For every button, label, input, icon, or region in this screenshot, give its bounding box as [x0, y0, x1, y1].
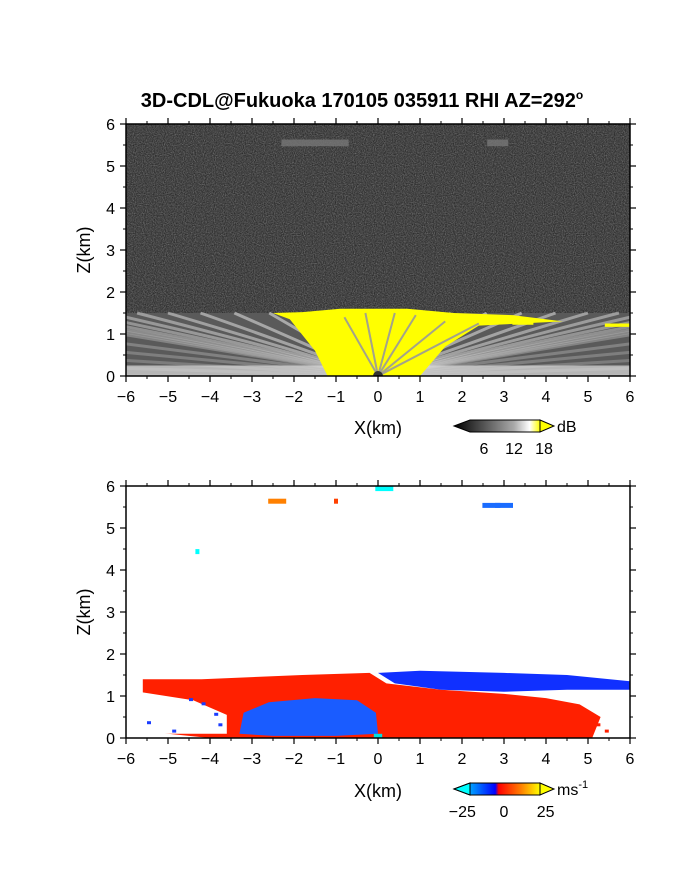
velocity-y-tick-label: 2 [106, 647, 115, 664]
velocity-sparse-echo [268, 498, 287, 504]
core-streak [343, 316, 379, 376]
velocity-y-tick-label: 4 [106, 563, 115, 580]
backscatter-x-tick-label: −4 [201, 389, 219, 406]
backscatter-x-tick-label: 3 [500, 389, 509, 406]
velocity-speck [583, 721, 588, 725]
velocity-colorbar-unit: ms-1 [557, 779, 588, 799]
backscatter-x-tick-label: 4 [542, 389, 551, 406]
backscatter-y-tick-label: 4 [106, 201, 115, 218]
velocity-near-zero [373, 733, 383, 738]
velocity-y-tick-label: 0 [106, 731, 115, 748]
core-streak [377, 322, 480, 376]
velocity-sparse-echo [495, 502, 513, 508]
backscatter-colorbar-tick-label: 12 [505, 441, 523, 458]
velocity-colorbar-tick-label: 25 [537, 804, 555, 821]
velocity-x-tick-label: 2 [458, 751, 467, 768]
velocity-sparse-echo [482, 502, 501, 508]
backscatter-axes: −6 −5 −4 −3 −2 −1 0 1 2 3 4 5 6 0 1 2 3 4 5 6 [106, 117, 636, 406]
backscatter-y-tick-label: 1 [106, 327, 115, 344]
velocity-gap [138, 691, 227, 734]
backscatter-y-tick-label: 5 [106, 159, 115, 176]
velocity-sparse-echo [375, 486, 394, 492]
core-streak [377, 312, 396, 376]
backscatter-x-tick-label: 0 [374, 389, 383, 406]
velocity-speck [604, 729, 609, 733]
velocity-x-tick-label: −2 [285, 751, 303, 768]
backscatter-y-label: Z(km) [74, 227, 94, 274]
velocity-x-tick-label: 6 [626, 751, 635, 768]
backscatter-x-tick-label: −3 [243, 389, 261, 406]
velocity-y-tick-label: 6 [106, 479, 115, 496]
backscatter-y-tick-label: 3 [106, 243, 115, 260]
layer-top-fragment [512, 321, 534, 325]
velocity-speck [189, 698, 193, 702]
velocity-negative-aloft [378, 670, 630, 692]
velocity-sparse-echo [334, 498, 338, 504]
layer-top-fragment [604, 323, 630, 327]
velocity-x-tick-label: −6 [117, 751, 135, 768]
velocity-speck [218, 723, 223, 727]
velocity-image [126, 486, 630, 738]
velocity-y-label: Z(km) [74, 589, 94, 636]
velocity-x-tick-label: 0 [374, 751, 383, 768]
velocity-axes: −6 −5 −4 −3 −2 −1 0 1 2 3 4 5 6 0 1 2 3 4 5 6 [106, 479, 636, 768]
velocity-x-tick-label: 4 [542, 751, 551, 768]
velocity-x-tick-label: 3 [500, 751, 509, 768]
radar-origin [373, 371, 383, 376]
velocity-speck [172, 729, 177, 733]
upper-echo [487, 139, 509, 147]
backscatter-image [126, 124, 630, 376]
velocity-y-tick-label: 5 [106, 521, 115, 538]
velocity-y-tick-label: 1 [106, 689, 115, 706]
chart-title: 3D-CDL@Fukuoka 170105 035911 RHI AZ=292o [141, 88, 583, 112]
velocity-x-tick-label: −3 [243, 751, 261, 768]
velocity-panel: −6 −5 −4 −3 −2 −1 0 1 2 3 4 5 6 0 1 2 3 4 5 6 X(km) Z(km) −… [74, 479, 636, 821]
velocity-y-tick-label: 3 [106, 605, 115, 622]
backscatter-y-tick-label: 6 [106, 117, 115, 134]
backscatter-colorbar-unit: dB [557, 419, 577, 436]
backscatter-x-tick-label: −2 [285, 389, 303, 406]
velocity-speck [201, 702, 206, 706]
backscatter-colorbar-tick-label: 6 [480, 441, 489, 458]
velocity-colorbar-tick-label: 0 [500, 804, 509, 821]
backscatter-x-tick-label: 6 [626, 389, 635, 406]
layer-top-fragment [294, 315, 320, 319]
backscatter-y-tick-label: 0 [106, 369, 115, 386]
velocity-speck [571, 714, 576, 718]
backscatter-colorbar: 6 12 18 dB [452, 419, 577, 458]
backscatter-colorbar-tick-label: 18 [535, 441, 553, 458]
velocity-x-tick-label: −1 [327, 751, 345, 768]
velocity-x-label: X(km) [354, 781, 402, 801]
core-streak [377, 320, 446, 376]
velocity-speck [214, 712, 219, 716]
core-streak [364, 312, 379, 376]
velocity-negative-low [239, 698, 378, 736]
backscatter-x-tick-label: −6 [117, 389, 135, 406]
velocity-speck [596, 723, 601, 727]
backscatter-x-tick-label: 2 [458, 389, 467, 406]
velocity-sparse-echo [195, 549, 200, 555]
velocity-x-tick-label: 1 [416, 751, 425, 768]
velocity-x-tick-label: 5 [584, 751, 593, 768]
backscatter-x-tick-label: −5 [159, 389, 177, 406]
backscatter-x-tick-label: 5 [584, 389, 593, 406]
velocity-speck [562, 708, 567, 712]
backscatter-y-tick-label: 2 [106, 285, 115, 302]
velocity-speck [147, 721, 151, 725]
velocity-speck [558, 725, 563, 729]
backscatter-x-label: X(km) [354, 418, 402, 438]
velocity-x-tick-label: −4 [201, 751, 219, 768]
velocity-colorbar-tick-label: −25 [449, 804, 476, 821]
velocity-colorbar: −25 0 25 ms-1 [449, 779, 588, 821]
upper-echo [281, 139, 349, 147]
core-streak [377, 314, 417, 376]
velocity-x-tick-label: −5 [159, 751, 177, 768]
backscatter-x-tick-label: −1 [327, 389, 345, 406]
backscatter-x-tick-label: 1 [416, 389, 425, 406]
